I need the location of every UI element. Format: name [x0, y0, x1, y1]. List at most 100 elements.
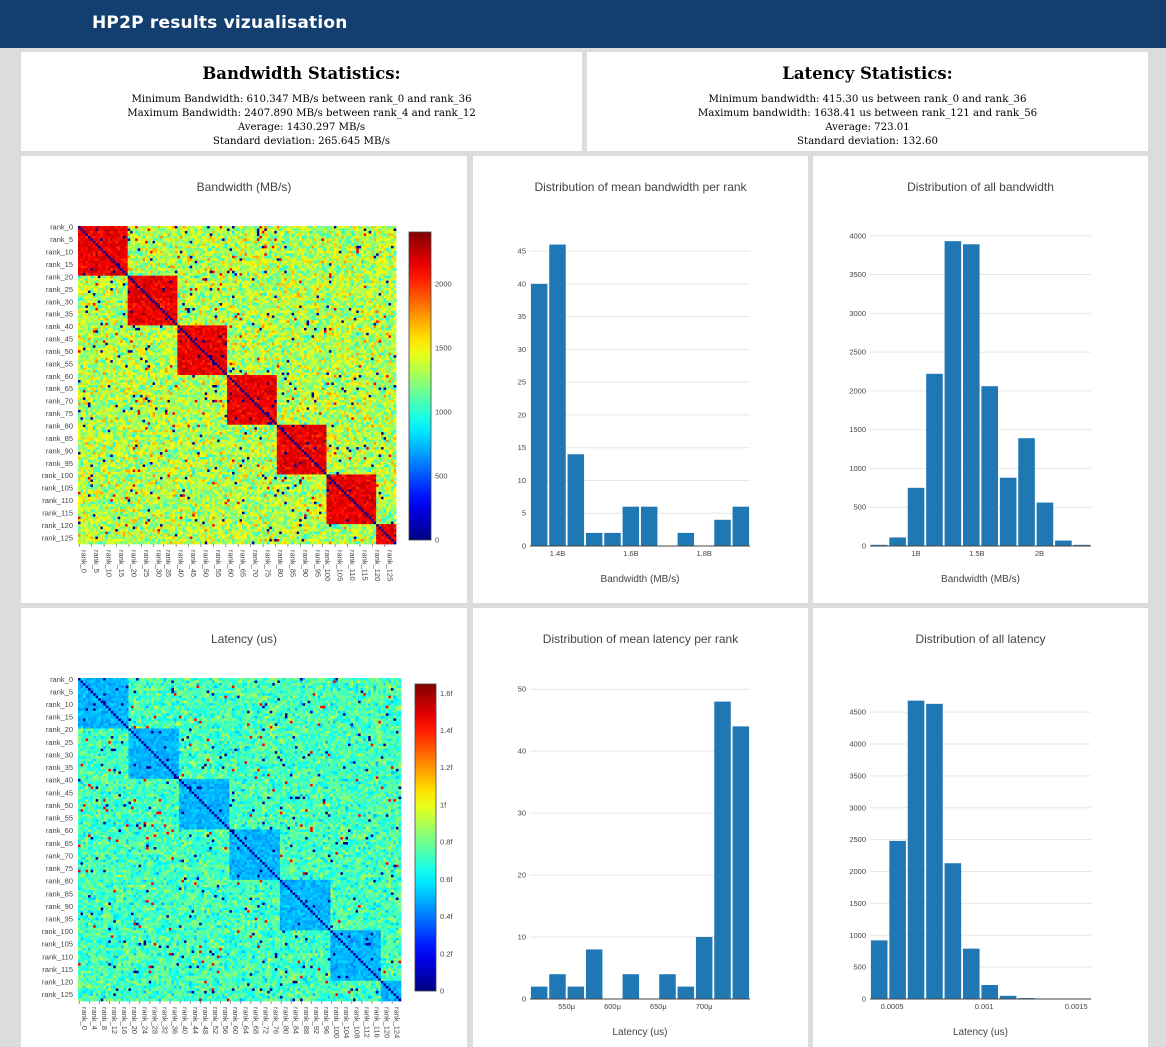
- heatmap-cell: [100, 248, 104, 252]
- heatmap-cell: [269, 226, 273, 229]
- heatmap-cell: [127, 305, 131, 309]
- heatmap-cell: [177, 268, 181, 272]
- heatmap-cell: [135, 235, 138, 239]
- heatmap-cell: [363, 228, 367, 232]
- heatmap-cell: [194, 270, 198, 274]
- heatmap-cell: [316, 253, 320, 257]
- heatmap-cell: [100, 228, 104, 232]
- heatmap-cell: [92, 283, 96, 286]
- heatmap-cell: [323, 260, 327, 264]
- heatmap-cell: [187, 226, 191, 229]
- heatmap-cell: [85, 228, 89, 232]
- heatmap-cell: [169, 278, 173, 281]
- heatmap-cell: [150, 233, 153, 237]
- heatmap-cell: [274, 226, 278, 229]
- heatmap-cell: [115, 226, 119, 229]
- heatmap-cell: [321, 280, 325, 284]
- heatmap-cell: [135, 260, 138, 264]
- heatmap-cell: [115, 250, 119, 254]
- heatmap-cell: [373, 303, 377, 306]
- heatmap-cell: [117, 310, 121, 314]
- heatmap-cell: [194, 320, 198, 324]
- heatmap-cell: [363, 320, 367, 324]
- heatmap-cell: [102, 238, 106, 242]
- heatmap-cell: [266, 317, 270, 321]
- heatmap-cell: [219, 253, 223, 257]
- heatmap-cell: [311, 228, 315, 232]
- heatmap-cell: [197, 250, 201, 254]
- heatmap-cell: [100, 240, 104, 244]
- heatmap-cell: [97, 278, 101, 281]
- heatmap-cell: [299, 265, 302, 269]
- heatmap-cell: [90, 280, 94, 284]
- heatmap-cell: [249, 305, 253, 309]
- heatmap-cell: [261, 312, 265, 316]
- heatmap-cell: [274, 312, 278, 316]
- heatmap-cell: [209, 265, 213, 269]
- heatmap-cell: [120, 228, 124, 232]
- heatmap-cell: [164, 315, 168, 319]
- heatmap-cell: [358, 235, 362, 239]
- heatmap-cell: [266, 273, 270, 277]
- heatmap-cell: [110, 298, 114, 301]
- heatmap-cell: [162, 273, 166, 277]
- heatmap-cell: [386, 258, 389, 262]
- heatmap-cell: [276, 248, 280, 252]
- heatmap-cell: [373, 268, 377, 272]
- heatmap-cell: [276, 250, 280, 254]
- heatmap-cell: [331, 290, 335, 294]
- heatmap-cell: [125, 303, 129, 306]
- heatmap-cell: [391, 300, 394, 304]
- heatmap-cell: [321, 288, 325, 291]
- heatmap-cell: [358, 248, 362, 252]
- heatmap-cell: [254, 243, 258, 247]
- heatmap-cell: [249, 285, 253, 289]
- heatmap-cell: [254, 263, 258, 267]
- heatmap-cell: [246, 283, 250, 286]
- heatmap-cell: [328, 233, 332, 237]
- heatmap-cell: [336, 293, 340, 296]
- heatmap-cell: [333, 238, 337, 242]
- heatmap-cell: [82, 295, 86, 299]
- heatmap-cell: [90, 305, 94, 309]
- heatmap-cell: [152, 317, 156, 321]
- heatmap-cell: [318, 265, 322, 269]
- heatmap-cell: [333, 283, 337, 286]
- heatmap-cell: [336, 290, 340, 294]
- heatmap-cell: [85, 265, 89, 269]
- heatmap-cell: [306, 240, 310, 244]
- heatmap-cell: [214, 240, 218, 244]
- heatmap-cell: [301, 235, 305, 239]
- heatmap-cell: [150, 248, 153, 252]
- heatmap-cell: [376, 238, 379, 242]
- heatmap-cell: [363, 283, 367, 286]
- heatmap-cell: [358, 275, 362, 279]
- heatmap-cell: [261, 248, 265, 252]
- heatmap-cell: [237, 317, 240, 321]
- heatmap-cell: [318, 300, 322, 304]
- heatmap-cell: [174, 310, 178, 314]
- heatmap-cell: [286, 290, 290, 294]
- heatmap-cell: [378, 312, 382, 316]
- heatmap-cell: [299, 248, 302, 252]
- heatmap-cell: [373, 250, 377, 254]
- heatmap-cell: [237, 270, 240, 274]
- heatmap-cell: [182, 275, 186, 279]
- heatmap-cell: [127, 265, 131, 269]
- heatmap-cell: [249, 265, 253, 269]
- heatmap-cell: [361, 263, 365, 267]
- heatmap-cell: [150, 293, 153, 296]
- heatmap-cell: [316, 275, 320, 279]
- heatmap-cell: [239, 315, 243, 319]
- heatmap-cell: [105, 273, 109, 277]
- heatmap-cell: [309, 312, 312, 316]
- heatmap-cell: [246, 260, 250, 264]
- heatmap-cell: [232, 253, 235, 257]
- heatmap-cell: [299, 293, 302, 296]
- heatmap-cell: [127, 235, 131, 239]
- heatmap-cell: [179, 265, 183, 269]
- heatmap-cell: [244, 312, 248, 316]
- heatmap-cell: [391, 258, 394, 262]
- heatmap-cell: [204, 263, 208, 267]
- heatmap-cell: [87, 255, 91, 259]
